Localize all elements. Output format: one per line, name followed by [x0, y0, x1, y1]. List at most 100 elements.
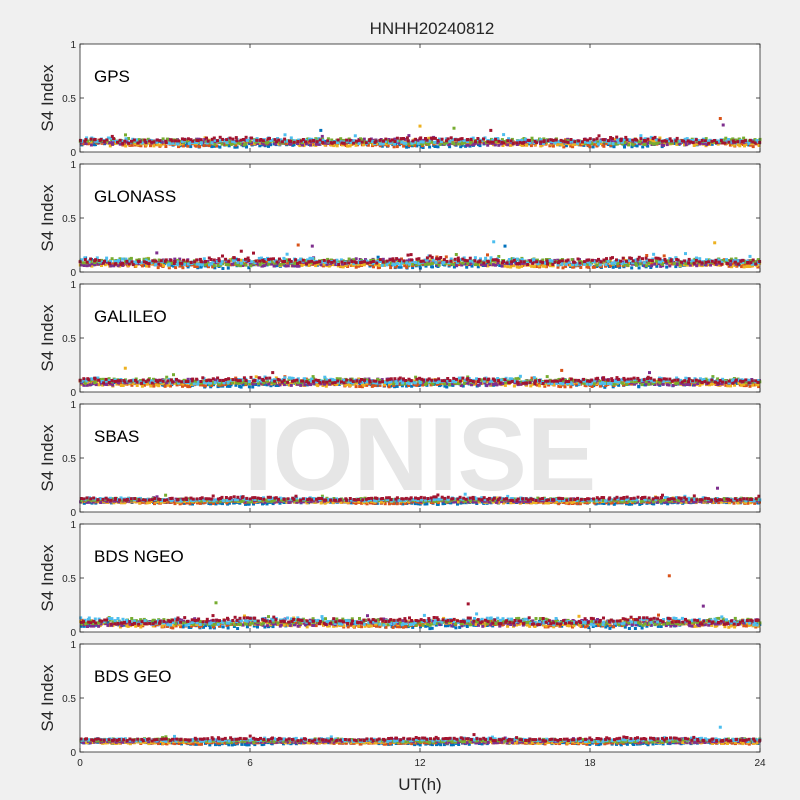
- data-point: [679, 378, 683, 382]
- data-point: [556, 265, 560, 269]
- data-point: [674, 256, 678, 260]
- data-point: [393, 140, 397, 143]
- data-point: [308, 137, 311, 141]
- data-point: [587, 265, 591, 269]
- data-point: [734, 262, 738, 266]
- data-point: [572, 260, 576, 264]
- data-point: [466, 261, 470, 265]
- data-point: [419, 259, 423, 263]
- data-point: [135, 380, 139, 384]
- data-point: [596, 376, 600, 380]
- data-point: [337, 263, 341, 266]
- data-point: [148, 139, 152, 143]
- data-point: [503, 383, 507, 387]
- data-point: [199, 380, 203, 383]
- data-point: [669, 258, 673, 262]
- data-point: [97, 383, 101, 387]
- data-point: [80, 263, 84, 267]
- data-point: [291, 377, 295, 380]
- data-point: [522, 260, 526, 264]
- data-point: [616, 138, 620, 142]
- data-point: [658, 381, 662, 385]
- data-point: [378, 265, 381, 269]
- data-point: [691, 259, 695, 263]
- data-point: [494, 263, 497, 267]
- data-point: [198, 257, 202, 261]
- data-point: [309, 143, 312, 147]
- data-point: [305, 380, 309, 384]
- data-point: [729, 384, 733, 388]
- data-point: [255, 142, 259, 145]
- data-point: [499, 378, 503, 382]
- data-point: [338, 377, 342, 381]
- data-point: [296, 140, 300, 143]
- data-point: [672, 262, 676, 266]
- data-point: [571, 143, 575, 147]
- data-point: [247, 266, 251, 270]
- data-point: [729, 259, 733, 263]
- data-point: [573, 378, 577, 382]
- data-point: [676, 381, 680, 385]
- data-point: [546, 139, 550, 143]
- data-point: [602, 376, 606, 380]
- data-point: [80, 381, 83, 385]
- data-point: [301, 258, 305, 262]
- data-point: [717, 139, 721, 143]
- data-point: [223, 139, 227, 143]
- data-point: [349, 140, 353, 144]
- data-point: [342, 141, 346, 145]
- data-point: [655, 138, 659, 142]
- data-point: [89, 137, 93, 141]
- data-point: [609, 136, 613, 139]
- data-point: [658, 136, 662, 140]
- data-point: [647, 380, 651, 384]
- data-point: [360, 380, 364, 384]
- data-point: [659, 376, 663, 380]
- data-point: [284, 264, 288, 268]
- data-point: [95, 256, 99, 260]
- data-point: [268, 376, 272, 380]
- data-point: [649, 135, 653, 139]
- data-point: [287, 376, 291, 380]
- data-point: [129, 379, 133, 383]
- data-point: [529, 259, 532, 263]
- data-point: [407, 144, 411, 148]
- data-point: [452, 376, 456, 380]
- data-point: [89, 260, 93, 264]
- data-point: [659, 378, 663, 382]
- data-point: [330, 260, 334, 264]
- data-point: [530, 136, 534, 140]
- data-point: [716, 258, 720, 262]
- data-point: [466, 381, 470, 385]
- data-point: [593, 265, 597, 269]
- data-point: [525, 143, 529, 147]
- data-point: [628, 256, 632, 260]
- data-point: [676, 258, 680, 262]
- data-point: [611, 137, 615, 141]
- data-point: [277, 381, 281, 385]
- data-point: [254, 375, 258, 379]
- data-point: [716, 381, 720, 385]
- data-point: [476, 260, 480, 264]
- data-point: [515, 265, 519, 269]
- data-point: [273, 379, 277, 383]
- data-point: [685, 383, 689, 386]
- data-point: [242, 376, 246, 380]
- data-point: [647, 261, 651, 265]
- data-point: [429, 383, 433, 387]
- data-point: [336, 138, 340, 142]
- data-point: [549, 138, 553, 142]
- data-point: [411, 139, 415, 143]
- data-point: [487, 377, 491, 381]
- data-point: [368, 140, 372, 144]
- data-point: [478, 140, 482, 143]
- data-point: [281, 260, 285, 264]
- data-point: [323, 382, 326, 386]
- data-point: [369, 258, 373, 262]
- data-point: [713, 139, 717, 142]
- data-point: [379, 260, 383, 263]
- data-point: [627, 138, 631, 142]
- data-point: [210, 383, 214, 387]
- data-point: [206, 139, 210, 143]
- data-point: [595, 144, 599, 148]
